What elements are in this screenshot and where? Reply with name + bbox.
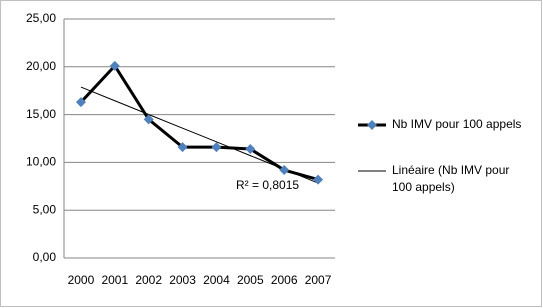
marker — [245, 144, 256, 155]
legend-label: Nb IMV pour 100 appels — [392, 117, 522, 131]
line — [79, 64, 319, 182]
marker — [177, 142, 188, 153]
y-tick-label: 5,00 — [33, 202, 57, 216]
marker — [313, 174, 324, 185]
x-tick-label: 2007 — [305, 273, 332, 287]
y-tick-label: 20,00 — [26, 59, 56, 73]
x-tick-label: 2005 — [237, 273, 264, 287]
legend-marker — [367, 120, 377, 130]
y-tick-label: 10,00 — [26, 155, 56, 169]
marker — [279, 165, 290, 176]
marker — [109, 60, 120, 71]
marker — [211, 142, 222, 153]
marker — [75, 97, 86, 108]
annotation: R² = 0,8015 — [236, 178, 299, 192]
x-tick-label: 2000 — [68, 273, 95, 287]
x-tick-label: 2004 — [203, 273, 230, 287]
y-tick-label: 25,00 — [26, 11, 56, 25]
x-tick-label: 2006 — [271, 273, 298, 287]
y-tick-label: 0,00 — [33, 250, 57, 264]
legend-label: Linéaire (Nb IMV pour 100 appels) — [392, 163, 510, 194]
y-tick-label: 15,00 — [26, 107, 56, 121]
x-tick-label: 2001 — [101, 273, 128, 287]
x-tick-label: 2003 — [169, 273, 196, 287]
x-tick-label: 2002 — [135, 273, 162, 287]
marker — [143, 114, 154, 125]
